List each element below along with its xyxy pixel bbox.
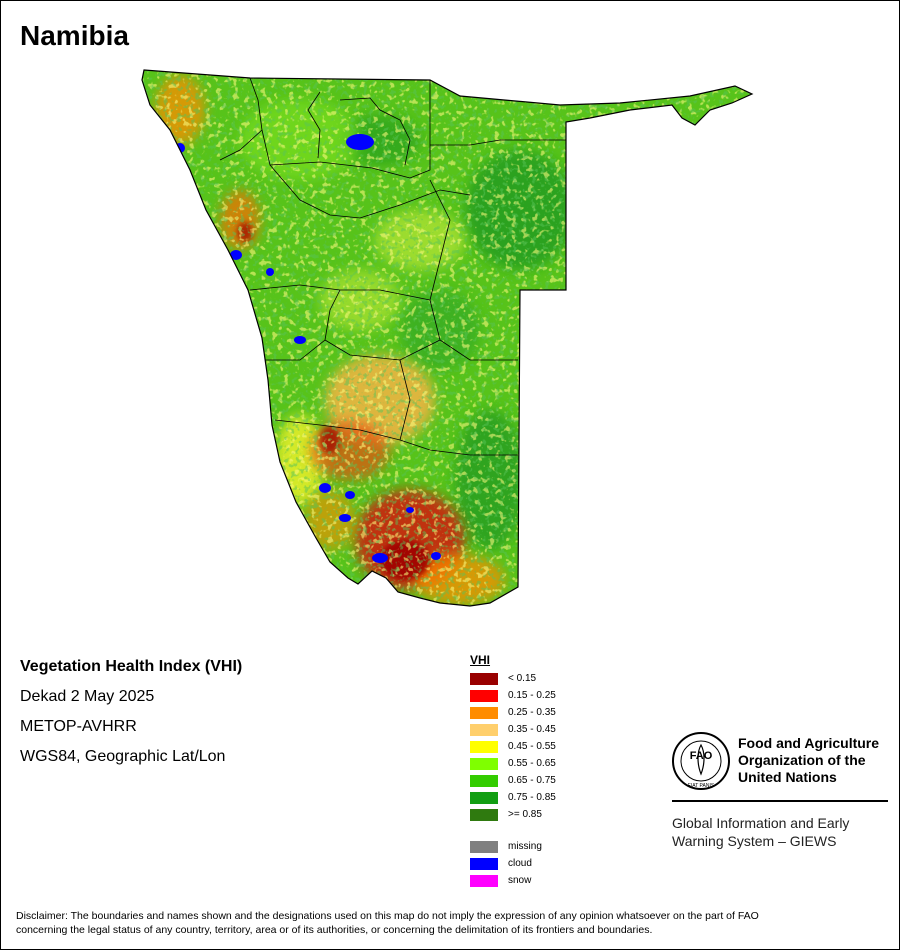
speckle-green bbox=[142, 70, 752, 606]
map-area bbox=[141, 69, 753, 607]
period-label: Dekad 2 May 2025 bbox=[20, 688, 155, 705]
legend-class-row: >= 0.85 bbox=[470, 806, 556, 823]
legend-special-swatch bbox=[470, 840, 498, 853]
vhi-legend: VHI < 0.15 0.15 - 0.25 0.25 - 0.35 0.35 - 0… bbox=[470, 652, 556, 889]
fao-org-line3: United Nations bbox=[738, 769, 837, 785]
legend-class-swatch bbox=[470, 672, 498, 685]
giews-line2: Warning System – GIEWS bbox=[672, 833, 837, 849]
fao-logo-icon: FAO FIAT PANIS bbox=[672, 732, 730, 790]
legend-special-row: cloud bbox=[470, 855, 556, 872]
legend-special-label: snow bbox=[508, 875, 532, 886]
namibia-vhi-map bbox=[141, 69, 753, 607]
giews-line1: Global Information and Early bbox=[672, 815, 850, 831]
fao-divider bbox=[672, 800, 888, 802]
legend-class-row: 0.75 - 0.85 bbox=[470, 789, 556, 806]
legend-special-swatch bbox=[470, 857, 498, 870]
legend-class-swatch bbox=[470, 757, 498, 770]
legend-class-row: 0.45 - 0.55 bbox=[470, 738, 556, 755]
cloud-patches bbox=[175, 134, 441, 563]
legend-class-label: 0.75 - 0.85 bbox=[508, 792, 556, 803]
legend-class-swatch bbox=[470, 808, 498, 821]
legend-class-label: 0.65 - 0.75 bbox=[508, 775, 556, 786]
fao-org-line2: Organization of the bbox=[738, 752, 866, 768]
vhi-raster bbox=[142, 70, 752, 606]
legend-class-swatch bbox=[470, 774, 498, 787]
map-title: Namibia bbox=[20, 20, 129, 51]
index-name: Vegetation Health Index (VHI) bbox=[20, 658, 243, 675]
projection-label: WGS84, Geographic Lat/Lon bbox=[20, 748, 226, 765]
fao-logo-motto: FIAT PANIS bbox=[688, 783, 715, 789]
legend-special-row: missing bbox=[470, 838, 556, 855]
legend-special-label: missing bbox=[508, 841, 542, 852]
fao-org-name: Food and Agriculture Organization of the… bbox=[738, 735, 890, 786]
legend-class-row: 0.25 - 0.35 bbox=[470, 704, 556, 721]
legend-class-row: 0.15 - 0.25 bbox=[470, 687, 556, 704]
legend-special-swatch bbox=[470, 874, 498, 887]
fao-logo-letters: FAO bbox=[690, 750, 713, 762]
disclaimer-line2: concerning the legal status of any count… bbox=[16, 924, 653, 936]
legend-class-swatch bbox=[470, 740, 498, 753]
legend-class-label: 0.45 - 0.55 bbox=[508, 741, 556, 752]
legend-class-row: 0.55 - 0.65 bbox=[470, 755, 556, 772]
legend-classes: < 0.15 0.15 - 0.25 0.25 - 0.35 0.35 - 0.45 0… bbox=[470, 670, 556, 823]
legend-special-label: cloud bbox=[508, 858, 532, 869]
giews-name: Global Information and Early Warning Sys… bbox=[672, 814, 849, 850]
legend-class-row: 0.35 - 0.45 bbox=[470, 721, 556, 738]
legend-class-label: 0.25 - 0.35 bbox=[508, 707, 556, 718]
legend-class-label: 0.35 - 0.45 bbox=[508, 724, 556, 735]
sensor-label: METOP-AVHRR bbox=[20, 718, 137, 735]
fao-branding: FAO FIAT PANIS Food and Agriculture Orga… bbox=[670, 730, 890, 850]
disclaimer: Disclaimer: The boundaries and names sho… bbox=[16, 909, 886, 937]
legend-class-swatch bbox=[470, 706, 498, 719]
legend-class-row: < 0.15 bbox=[470, 670, 556, 687]
region-boundaries bbox=[219, 77, 566, 456]
legend-class-label: >= 0.85 bbox=[508, 809, 542, 820]
legend-class-swatch bbox=[470, 689, 498, 702]
disclaimer-line1: Disclaimer: The boundaries and names sho… bbox=[16, 910, 759, 922]
legend-class-label: < 0.15 bbox=[508, 673, 537, 684]
fao-org-line1: Food and Agriculture bbox=[738, 735, 880, 751]
legend-class-swatch bbox=[470, 723, 498, 736]
legend-title: VHI bbox=[470, 653, 491, 667]
legend-class-row: 0.65 - 0.75 bbox=[470, 772, 556, 789]
legend-special-row: snow bbox=[470, 872, 556, 889]
legend-special: missing cloud snow bbox=[470, 838, 556, 889]
map-metadata: Vegetation Health Index (VHI) Dekad 2 Ma… bbox=[20, 656, 242, 776]
legend-class-label: 0.55 - 0.65 bbox=[508, 758, 556, 769]
legend-class-swatch bbox=[470, 791, 498, 804]
legend-class-label: 0.15 - 0.25 bbox=[508, 690, 556, 701]
